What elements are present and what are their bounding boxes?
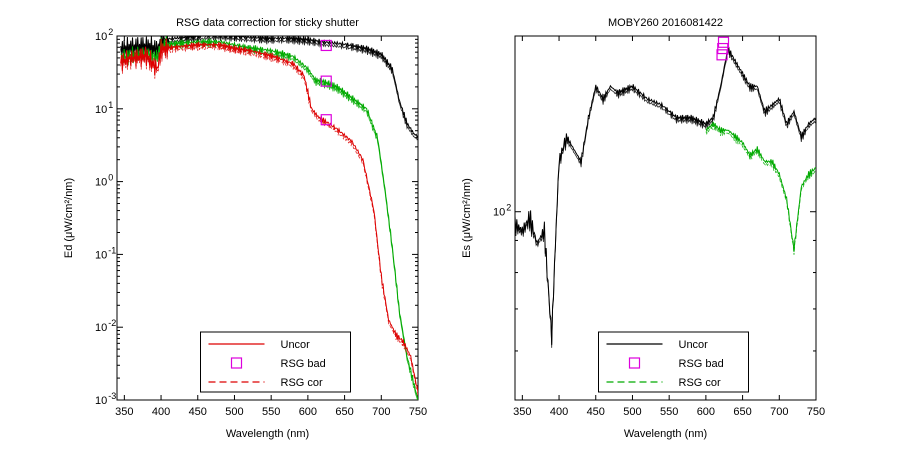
legend-box bbox=[598, 331, 749, 393]
x-tick-label: 650 bbox=[335, 406, 353, 418]
y-tick-exponent: -3 bbox=[108, 391, 116, 401]
legend-swatch-square bbox=[230, 357, 243, 369]
legend-label: Uncor bbox=[679, 339, 709, 351]
x-tick-label: 500 bbox=[623, 406, 641, 418]
y-tick-base: 10 bbox=[493, 207, 505, 219]
legend: Uncor RSG bad RSG cor bbox=[200, 331, 351, 393]
y-tick-label: 10-2 bbox=[95, 318, 116, 334]
rsg-bad-marker bbox=[320, 114, 332, 126]
legend-label: RSG bad bbox=[281, 358, 326, 370]
rsg-bad-marker bbox=[717, 42, 729, 55]
series-line-corrected bbox=[120, 36, 418, 141]
x-tick-label: 350 bbox=[513, 406, 531, 418]
x-tick-label: 400 bbox=[550, 406, 568, 418]
y-tick-base: 10 bbox=[95, 104, 107, 116]
chart-title: RSG data correction for sticky shutter bbox=[176, 17, 359, 29]
x-tick-label: 750 bbox=[409, 406, 427, 418]
x-tick-label: 650 bbox=[733, 406, 751, 418]
y-tick-exponent: -2 bbox=[108, 318, 116, 328]
legend-label: Uncor bbox=[281, 339, 311, 351]
y-tick-label: 102 bbox=[493, 203, 511, 219]
legend-box bbox=[200, 331, 351, 393]
x-tick-label: 700 bbox=[372, 406, 390, 418]
series-line bbox=[705, 121, 816, 252]
x-tick-label: 750 bbox=[807, 406, 825, 418]
y-tick-base: 10 bbox=[95, 177, 107, 189]
legend: Uncor RSG bad RSG cor bbox=[598, 331, 749, 393]
y-tick-label: 100 bbox=[95, 173, 113, 189]
x-tick-label: 700 bbox=[770, 406, 788, 418]
y-tick-exponent: 1 bbox=[108, 100, 113, 110]
y-tick-label: 10-1 bbox=[95, 245, 116, 261]
x-tick-label: 400 bbox=[152, 406, 170, 418]
y-tick-exponent: 2 bbox=[108, 27, 113, 37]
y-tick-base: 10 bbox=[95, 31, 107, 43]
x-tick-label: 600 bbox=[697, 406, 715, 418]
x-tick-label: 600 bbox=[299, 406, 317, 418]
x-tick-label: 550 bbox=[660, 406, 678, 418]
x-tick-label: 350 bbox=[115, 406, 133, 418]
y-tick-exponent: 2 bbox=[506, 203, 511, 213]
y-tick-label: 10-3 bbox=[95, 391, 116, 407]
chart-title: MOBY260 2016081422 bbox=[608, 17, 723, 29]
rsg-bad-marker bbox=[717, 36, 730, 48]
y-tick-base: 10 bbox=[95, 395, 107, 407]
y-tick-label: 101 bbox=[95, 100, 113, 116]
es-chart: MOBY260 2016081422 350 400 450 500 550 600 650 7… bbox=[461, 17, 825, 440]
legend-swatch-square bbox=[628, 357, 641, 369]
rsg-bad-marker bbox=[320, 75, 332, 87]
series-line-corrected bbox=[515, 49, 816, 348]
y-tick-label: 102 bbox=[95, 27, 113, 43]
legend-label: RSG cor bbox=[281, 377, 324, 389]
rsg-bad-marker bbox=[320, 39, 332, 52]
series-line-corrected bbox=[120, 41, 418, 396]
y-axis-label: Es (μW/cm²/nm) bbox=[461, 178, 473, 258]
x-tick-label: 450 bbox=[189, 406, 207, 418]
rsg-bad-marker bbox=[716, 49, 728, 61]
series-line bbox=[515, 46, 816, 345]
series-line-corrected bbox=[705, 124, 816, 255]
y-tick-exponent: 0 bbox=[108, 173, 113, 183]
x-tick-label: 450 bbox=[587, 406, 605, 418]
y-tick-exponent: -1 bbox=[108, 245, 116, 255]
series-line bbox=[120, 36, 418, 138]
legend-label: RSG cor bbox=[679, 377, 722, 389]
plot-area bbox=[120, 36, 418, 400]
x-tick-label: 500 bbox=[225, 406, 243, 418]
plot-area bbox=[515, 36, 816, 348]
y-axis-label: Ed (μW/cm²/nm) bbox=[63, 178, 75, 258]
x-axis-label: Wavelength (nm) bbox=[624, 428, 707, 440]
ed-chart: RSG data correction for sticky shutter 35… bbox=[63, 17, 427, 440]
legend-label: RSG bad bbox=[679, 358, 724, 370]
series-line bbox=[120, 36, 418, 400]
y-tick-base: 10 bbox=[95, 322, 107, 334]
y-tick-base: 10 bbox=[95, 249, 107, 261]
x-tick-label: 550 bbox=[262, 406, 280, 418]
x-axis-label: Wavelength (nm) bbox=[226, 428, 309, 440]
